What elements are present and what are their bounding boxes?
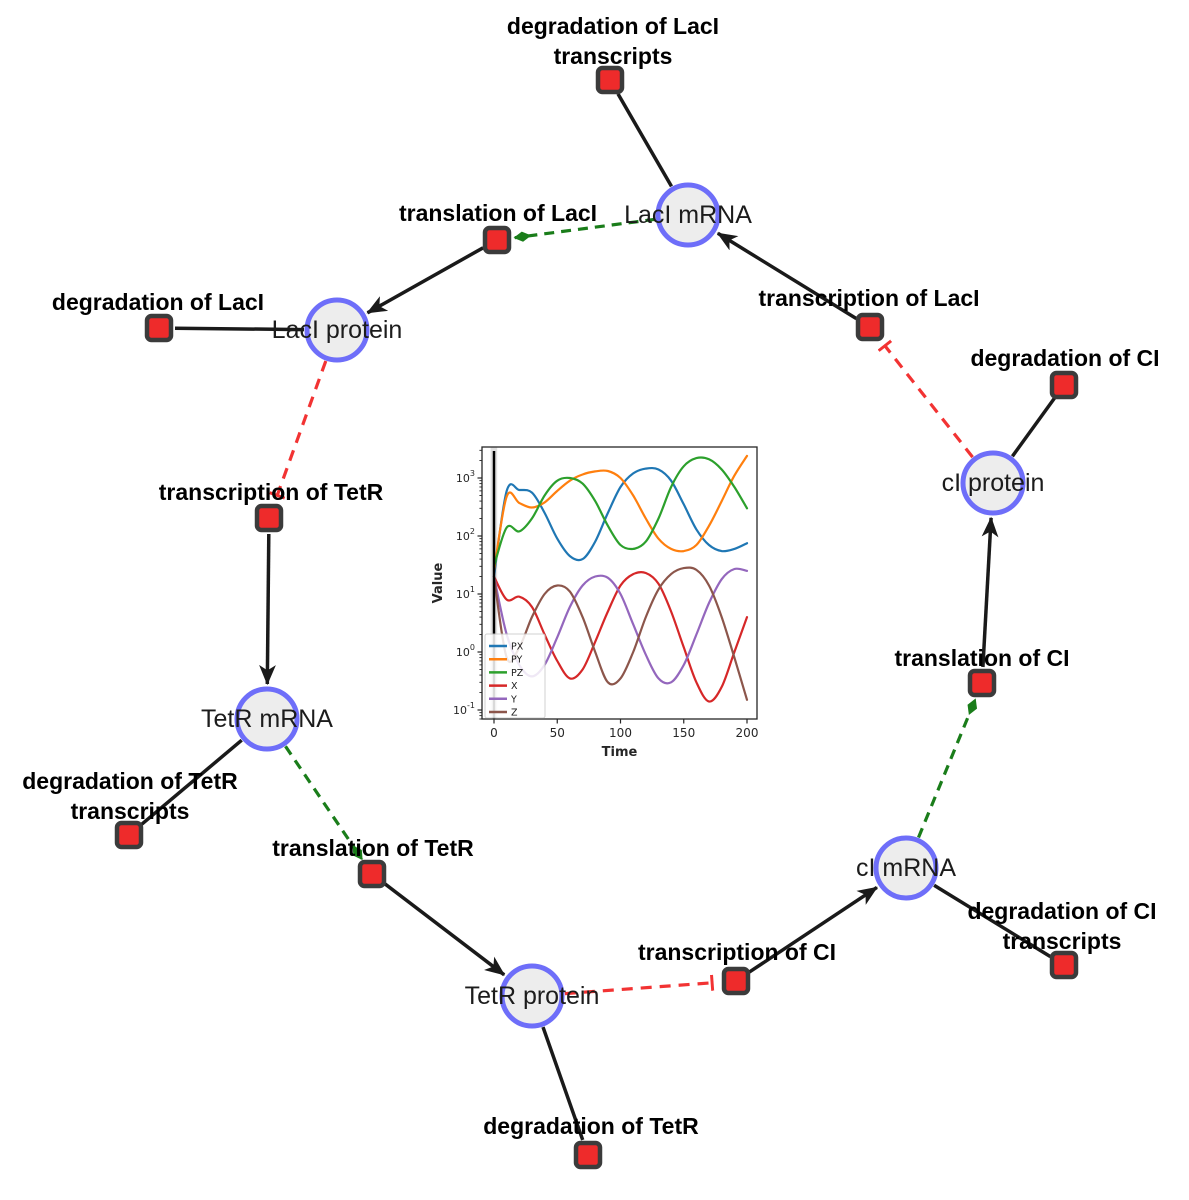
reaction-label-deg-ci: degradation of CI: [970, 345, 1159, 371]
series-PZ: [492, 456, 749, 568]
reaction-label-transcription-laci: transcription of LacI: [758, 285, 979, 311]
y-tick-label: 102: [456, 527, 475, 543]
species-node-ci-mrna[interactable]: [873, 835, 939, 901]
edge-arrow-translation-ci-to-ci-protein: [981, 516, 999, 668]
species-label-laci-mrna: LacI mRNA: [624, 201, 752, 229]
reaction-node-translation-laci[interactable]: [482, 225, 512, 255]
reaction-node-deg-ci-transcripts[interactable]: [1049, 950, 1079, 980]
reaction-node-transcription-tetr[interactable]: [254, 503, 284, 533]
reaction-label-transcription-tetr: transcription of TetR: [159, 479, 384, 505]
reaction-label-deg-tetr-transcripts: degradation of TetR: [22, 768, 238, 794]
edge-arrow-transcription-ci-to-ci-mrna: [748, 885, 878, 974]
edge-inhibition-tetr-protein-to-transcription-ci: [564, 974, 715, 996]
reaction-node-transcription-laci[interactable]: [855, 312, 885, 342]
reaction-node-translation-tetr[interactable]: [357, 859, 387, 889]
edge-arrow-transcription-laci-to-laci-mrna: [716, 231, 858, 321]
legend-label-X: X: [511, 681, 518, 692]
reaction-label-deg-tetr: degradation of TetR: [483, 1113, 699, 1139]
reaction-label-transcription-ci: transcription of CI: [638, 939, 836, 965]
species-node-ci-protein[interactable]: [960, 450, 1026, 516]
x-axis-title: Time: [602, 745, 638, 760]
nodes-layer: [114, 65, 1079, 1170]
legend-label-PY: PY: [511, 655, 523, 666]
series-PY: [492, 454, 749, 572]
reaction-label-deg-laci: degradation of LacI: [52, 289, 264, 315]
x-tick-label: 100: [609, 726, 632, 740]
y-tick-label: 103: [456, 469, 475, 485]
edge-modifier-laci-mrna-to-translation-laci: [513, 217, 656, 242]
reaction-label-deg-ci-transcripts: degradation of CI: [967, 898, 1156, 924]
series-PX: [492, 466, 749, 578]
reaction-node-deg-laci-transcripts[interactable]: [595, 65, 625, 95]
edges-layer: [140, 93, 1057, 1141]
edge-modifier-tetr-mrna-to-translation-tetr: [284, 745, 364, 861]
edge-line-tetr-protein-to-deg-tetr: [541, 1026, 585, 1141]
species-label-laci-protein: LacI protein: [272, 316, 403, 344]
series-Z: [492, 566, 749, 701]
series-X: [492, 571, 749, 703]
species-label-ci-protein: cI protein: [942, 469, 1045, 497]
x-tick-label: 50: [550, 726, 565, 740]
species-node-laci-protein[interactable]: [304, 297, 370, 363]
reaction-node-deg-tetr-transcripts[interactable]: [114, 820, 144, 850]
edge-inhibition-ci-protein-to-transcription-laci: [877, 339, 974, 459]
edge-line-tetr-mrna-to-deg-tetr-transcripts: [140, 738, 243, 827]
y-tick-label: 100: [456, 643, 475, 659]
legend-box: [484, 633, 546, 719]
species-node-tetr-mrna[interactable]: [234, 686, 300, 752]
reaction-node-translation-ci[interactable]: [967, 668, 997, 698]
x-tick-label: 200: [736, 726, 759, 740]
reaction-label-deg-laci-transcripts: degradation of LacI: [507, 13, 719, 39]
chart-legend: PX PY PZ XYZ: [484, 633, 546, 719]
reaction-node-transcription-ci[interactable]: [721, 966, 751, 996]
legend-label-Z: Z: [511, 708, 518, 719]
edge-arrow-transcription-tetr-to-tetr-mrna: [259, 533, 276, 686]
species-label-tetr-protein: TetR protein: [465, 982, 600, 1010]
legend-label-Y: Y: [510, 694, 517, 705]
legend-label-PZ: PZ: [511, 668, 524, 679]
reaction-node-deg-tetr[interactable]: [573, 1140, 603, 1170]
reaction-label-deg-laci-transcripts-line2: transcripts: [554, 43, 673, 69]
edge-line-ci-protein-to-deg-ci: [1010, 396, 1057, 458]
species-node-tetr-protein[interactable]: [499, 963, 565, 1029]
reaction-label-translation-ci: translation of CI: [894, 645, 1069, 671]
legend-label-PX: PX: [511, 642, 524, 653]
edge-arrow-translation-tetr-to-tetr-protein: [383, 882, 506, 977]
species-node-laci-mrna[interactable]: [655, 182, 721, 248]
species-label-tetr-mrna: TetR mRNA: [201, 705, 333, 733]
reaction-label-translation-tetr: translation of TetR: [272, 835, 474, 861]
reaction-label-translation-laci: translation of LacI: [399, 200, 597, 226]
edge-arrow-translation-laci-to-laci-protein: [366, 246, 484, 315]
reaction-label-deg-tetr-transcripts-line2: transcripts: [71, 798, 190, 824]
y-tick-label: 101: [456, 585, 475, 601]
edge-line-laci-protein-to-deg-laci: [174, 326, 305, 332]
edge-modifier-ci-mrna-to-translation-ci: [917, 698, 978, 839]
reaction-node-deg-laci[interactable]: [144, 313, 174, 343]
edge-line-ci-mrna-to-deg-ci-transcripts: [933, 883, 1052, 959]
species-label-ci-mrna: cI mRNA: [856, 854, 956, 882]
reaction-node-deg-ci[interactable]: [1049, 370, 1079, 400]
edge-line-laci-mrna-to-deg-laci-transcripts: [616, 93, 674, 188]
labels-layer: degradation of LacI transcripts translatio…: [22, 13, 1159, 1139]
y-axis: 10-1 100 101 102 103: [453, 449, 482, 720]
chart-frame: [481, 446, 758, 720]
x-tick-label: 150: [672, 726, 695, 740]
x-axis: 0 50 100 150 200: [490, 719, 758, 740]
y-tick-label: 10-1: [453, 701, 475, 717]
y-axis-title: Value: [431, 562, 446, 603]
edge-inhibition-laci-protein-to-transcription-tetr: [269, 360, 328, 500]
reaction-label-deg-ci-transcripts-line2: transcripts: [1003, 928, 1122, 954]
x-tick-label: 0: [490, 726, 498, 740]
